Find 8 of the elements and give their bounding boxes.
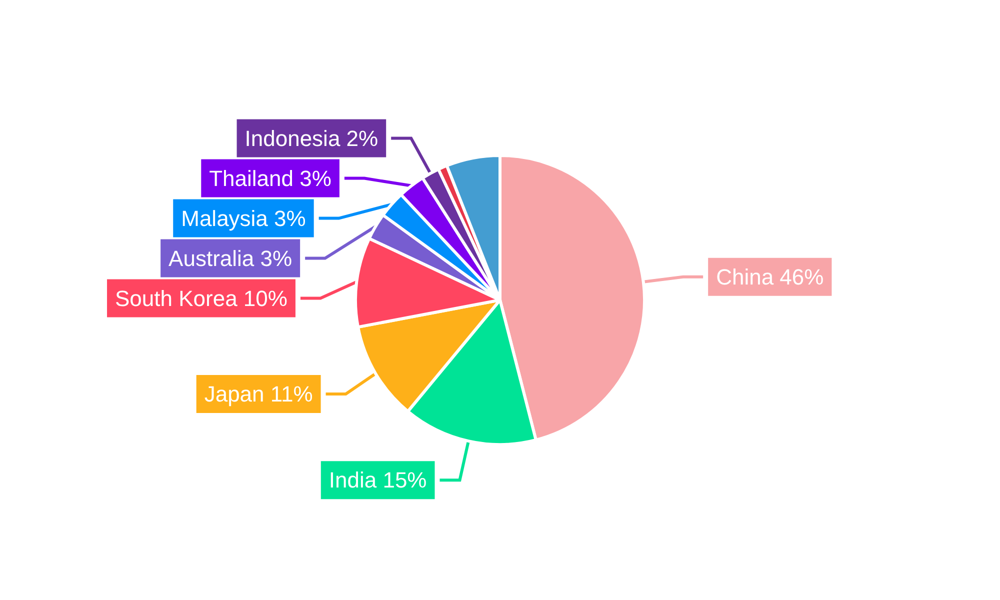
slice-label: India 15% [328,468,427,493]
slice-label: Japan 11% [204,381,313,406]
slice-label: Malaysia 3% [181,206,306,231]
slice-label: Australia 3% [168,246,292,271]
slice-label: South Korea 10% [115,286,288,311]
slice-label: China 46% [716,264,824,290]
slice-label: Indonesia 2% [244,126,378,151]
slice-label: Thailand 3% [209,166,332,191]
